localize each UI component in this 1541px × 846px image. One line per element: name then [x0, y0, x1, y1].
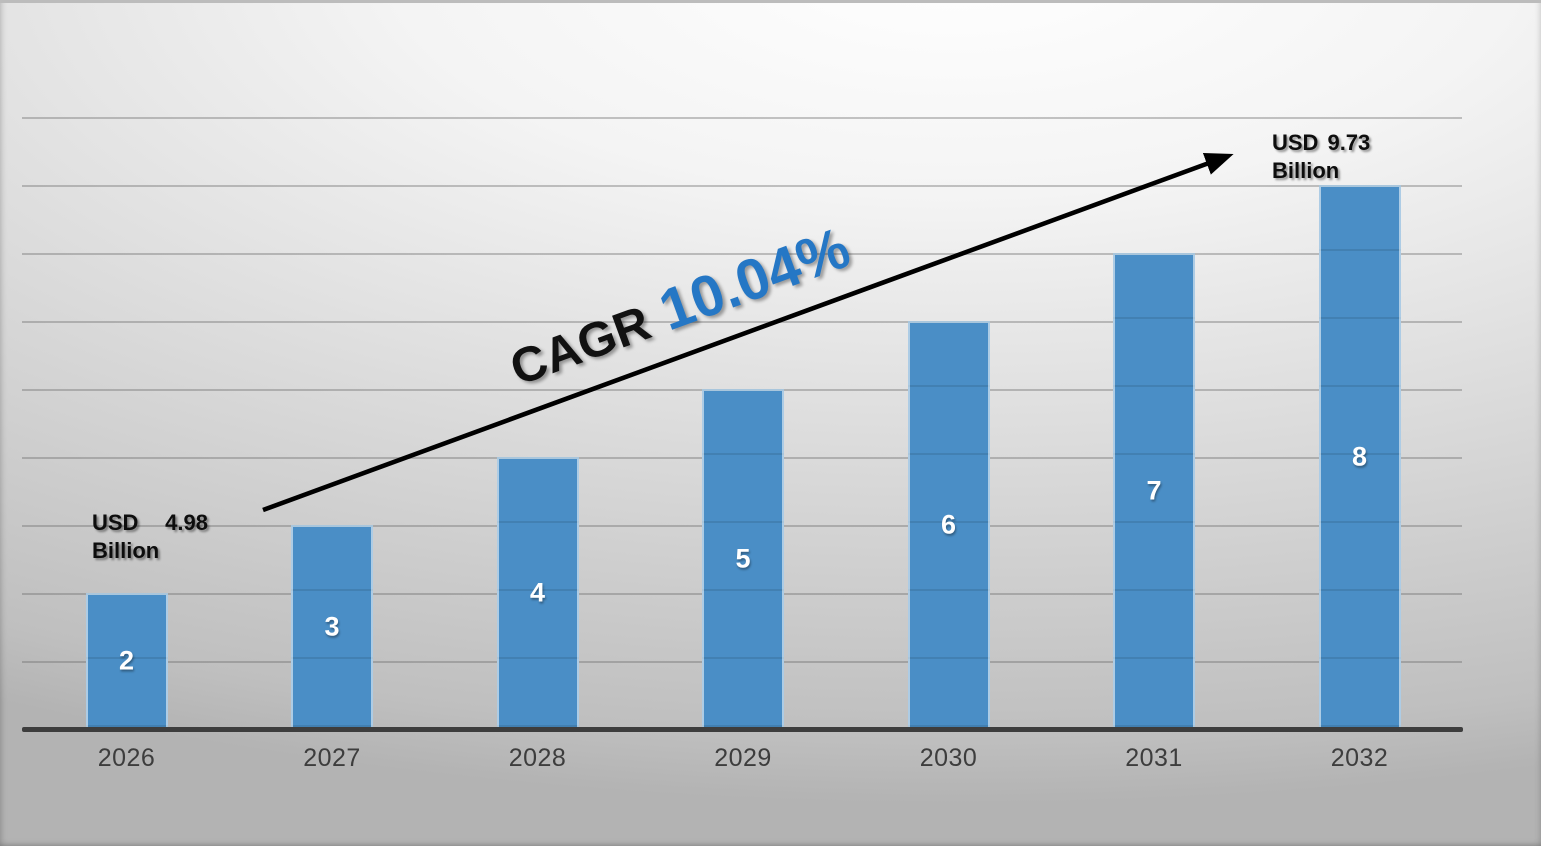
end-amount-text: 9.73 [1327, 130, 1371, 155]
bar-value-label: 8 [1351, 441, 1368, 472]
bar-value-label: 3 [324, 611, 340, 642]
bar-2027: 3 [291, 525, 373, 729]
x-axis-label-2030: 2030 [919, 744, 978, 772]
bar-value-label: 2 [118, 645, 135, 676]
bar-value-label: 4 [529, 577, 546, 608]
x-axis-label-2029: 2029 [714, 744, 772, 772]
end-value-line1: USD 9.73 [1272, 129, 1370, 157]
start-value-line1: USD 4.98 [92, 509, 208, 537]
end-unit-text: Billion [1272, 158, 1340, 183]
gridline [22, 117, 1462, 119]
x-axis-label-2027: 2027 [303, 744, 361, 772]
x-axis-label-2028: 2028 [508, 744, 567, 772]
end-currency-text: USD [1272, 130, 1319, 155]
bar-value-label: 7 [1146, 475, 1162, 506]
x-axis-line [22, 727, 1463, 732]
gridline [22, 185, 1462, 187]
x-axis-label-2026: 2026 [97, 744, 156, 772]
bar-2029: 5 [702, 389, 784, 729]
start-unit-text: Billion [92, 538, 160, 563]
x-axis-label-2031: 2031 [1125, 744, 1183, 772]
end-value-annotation: USD 9.73 Billion [1272, 129, 1370, 185]
start-amount-text: 4.98 [165, 510, 208, 535]
bar-2031: 7 [1113, 253, 1195, 729]
bar-2026: 2 [85, 593, 168, 729]
bar-2028: 4 [496, 457, 579, 729]
gridline [22, 321, 1462, 323]
bar-2030: 6 [907, 321, 990, 729]
bar-value-label: 6 [940, 509, 957, 540]
x-axis-label-2032: 2032 [1330, 744, 1389, 772]
bar-2032: 8 [1318, 185, 1401, 729]
start-currency-text: USD [92, 510, 139, 535]
bar-value-label: 5 [735, 543, 751, 574]
start-value-annotation: USD 4.98 Billion [92, 509, 208, 565]
